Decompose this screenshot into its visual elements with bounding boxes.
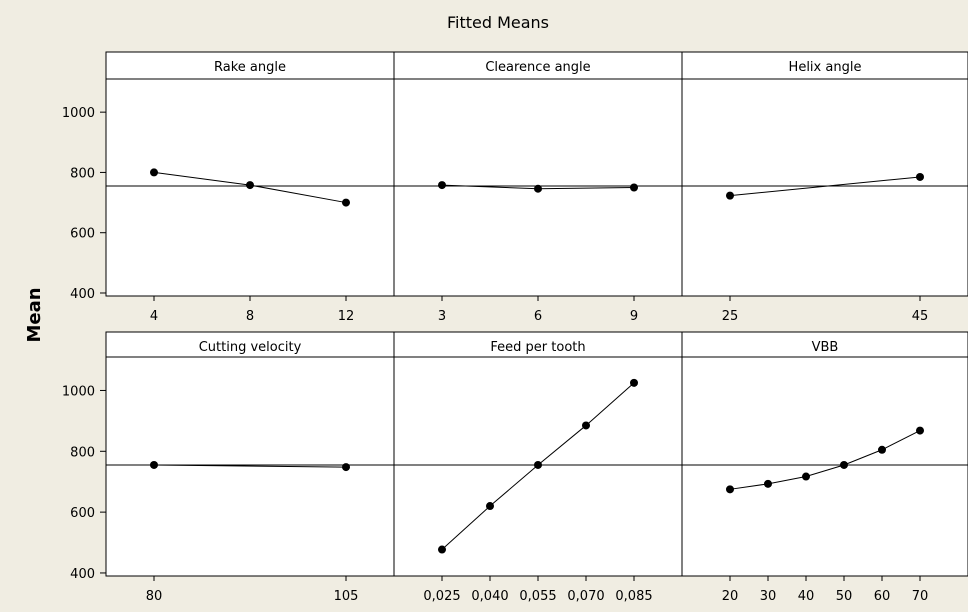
panel-header	[393, 331, 683, 358]
x-tick-label: 9	[630, 309, 638, 324]
panel-title-vbb: VBB	[812, 340, 839, 355]
x-tick-label: 50	[836, 589, 853, 604]
x-tick-label: 40	[798, 589, 815, 604]
data-point	[150, 168, 158, 177]
data-point	[438, 545, 446, 554]
panel-title-cutting-velocity: Cutting velocity	[199, 340, 302, 355]
y-tick-label: 1000	[62, 384, 95, 399]
data-point	[582, 421, 590, 430]
data-point	[630, 183, 638, 192]
y-tick-label: 600	[70, 506, 95, 521]
x-tick-label: 6	[534, 309, 542, 324]
panel-title-rake-angle: Rake angle	[214, 60, 286, 75]
data-point	[486, 502, 494, 511]
panel-header	[105, 51, 395, 80]
x-tick-label: 0,055	[519, 589, 556, 604]
x-tick-label: 0,025	[423, 589, 460, 604]
x-tick-label: 70	[912, 589, 929, 604]
x-tick-label: 0,070	[567, 589, 604, 604]
panel-plot-area	[681, 78, 968, 297]
data-point	[438, 181, 446, 190]
panel-title-feed-per-tooth: Feed per tooth	[490, 340, 585, 355]
data-point	[840, 460, 848, 469]
series-line-cutting-velocity	[153, 464, 347, 468]
data-point	[630, 378, 638, 387]
data-point	[534, 460, 542, 469]
x-tick-label: 80	[146, 589, 163, 604]
x-tick-label: 20	[722, 589, 739, 604]
x-tick-label: 8	[246, 309, 254, 324]
panel-header	[105, 331, 395, 358]
data-point	[802, 472, 810, 481]
x-tick-label: 0,040	[471, 589, 508, 604]
x-tick-label: 60	[874, 589, 891, 604]
y-axis-label: Mean	[24, 287, 45, 342]
data-point	[726, 485, 734, 494]
y-tick-label: 400	[70, 287, 95, 302]
data-point	[916, 426, 924, 435]
series-line-helix-angle	[729, 176, 921, 197]
x-tick-label: 0,085	[615, 589, 652, 604]
data-point	[764, 479, 772, 488]
x-tick-label: 3	[438, 309, 446, 324]
data-point	[246, 181, 254, 190]
y-tick-label: 800	[70, 445, 95, 460]
y-tick-label: 600	[70, 227, 95, 242]
data-point	[916, 172, 924, 181]
x-tick-label: 12	[338, 309, 355, 324]
data-point	[534, 184, 542, 193]
panel-header	[681, 331, 968, 358]
panel-plot-area	[681, 356, 968, 577]
panel-title-helix-angle: Helix angle	[789, 60, 862, 75]
panel-title-clearence-angle: Clearence angle	[485, 60, 590, 75]
data-point	[342, 463, 350, 472]
data-point	[150, 460, 158, 469]
chart-title: Fitted Means	[447, 13, 549, 32]
data-point	[878, 445, 886, 454]
series-line-vbb	[729, 430, 921, 490]
x-tick-label: 25	[722, 309, 739, 324]
y-tick-label: 800	[70, 166, 95, 181]
data-point	[726, 191, 734, 200]
x-tick-label: 45	[912, 309, 929, 324]
panel-header	[681, 51, 968, 80]
x-tick-label: 4	[150, 309, 158, 324]
x-tick-label: 105	[334, 589, 359, 604]
data-point	[342, 198, 350, 207]
x-tick-label: 30	[760, 589, 777, 604]
y-tick-label: 400	[70, 567, 95, 582]
y-tick-label: 1000	[62, 106, 95, 121]
panel-grid: Rake angle 4 8 12 Clearence angle 3 6 9 Helix an…	[62, 51, 968, 604]
